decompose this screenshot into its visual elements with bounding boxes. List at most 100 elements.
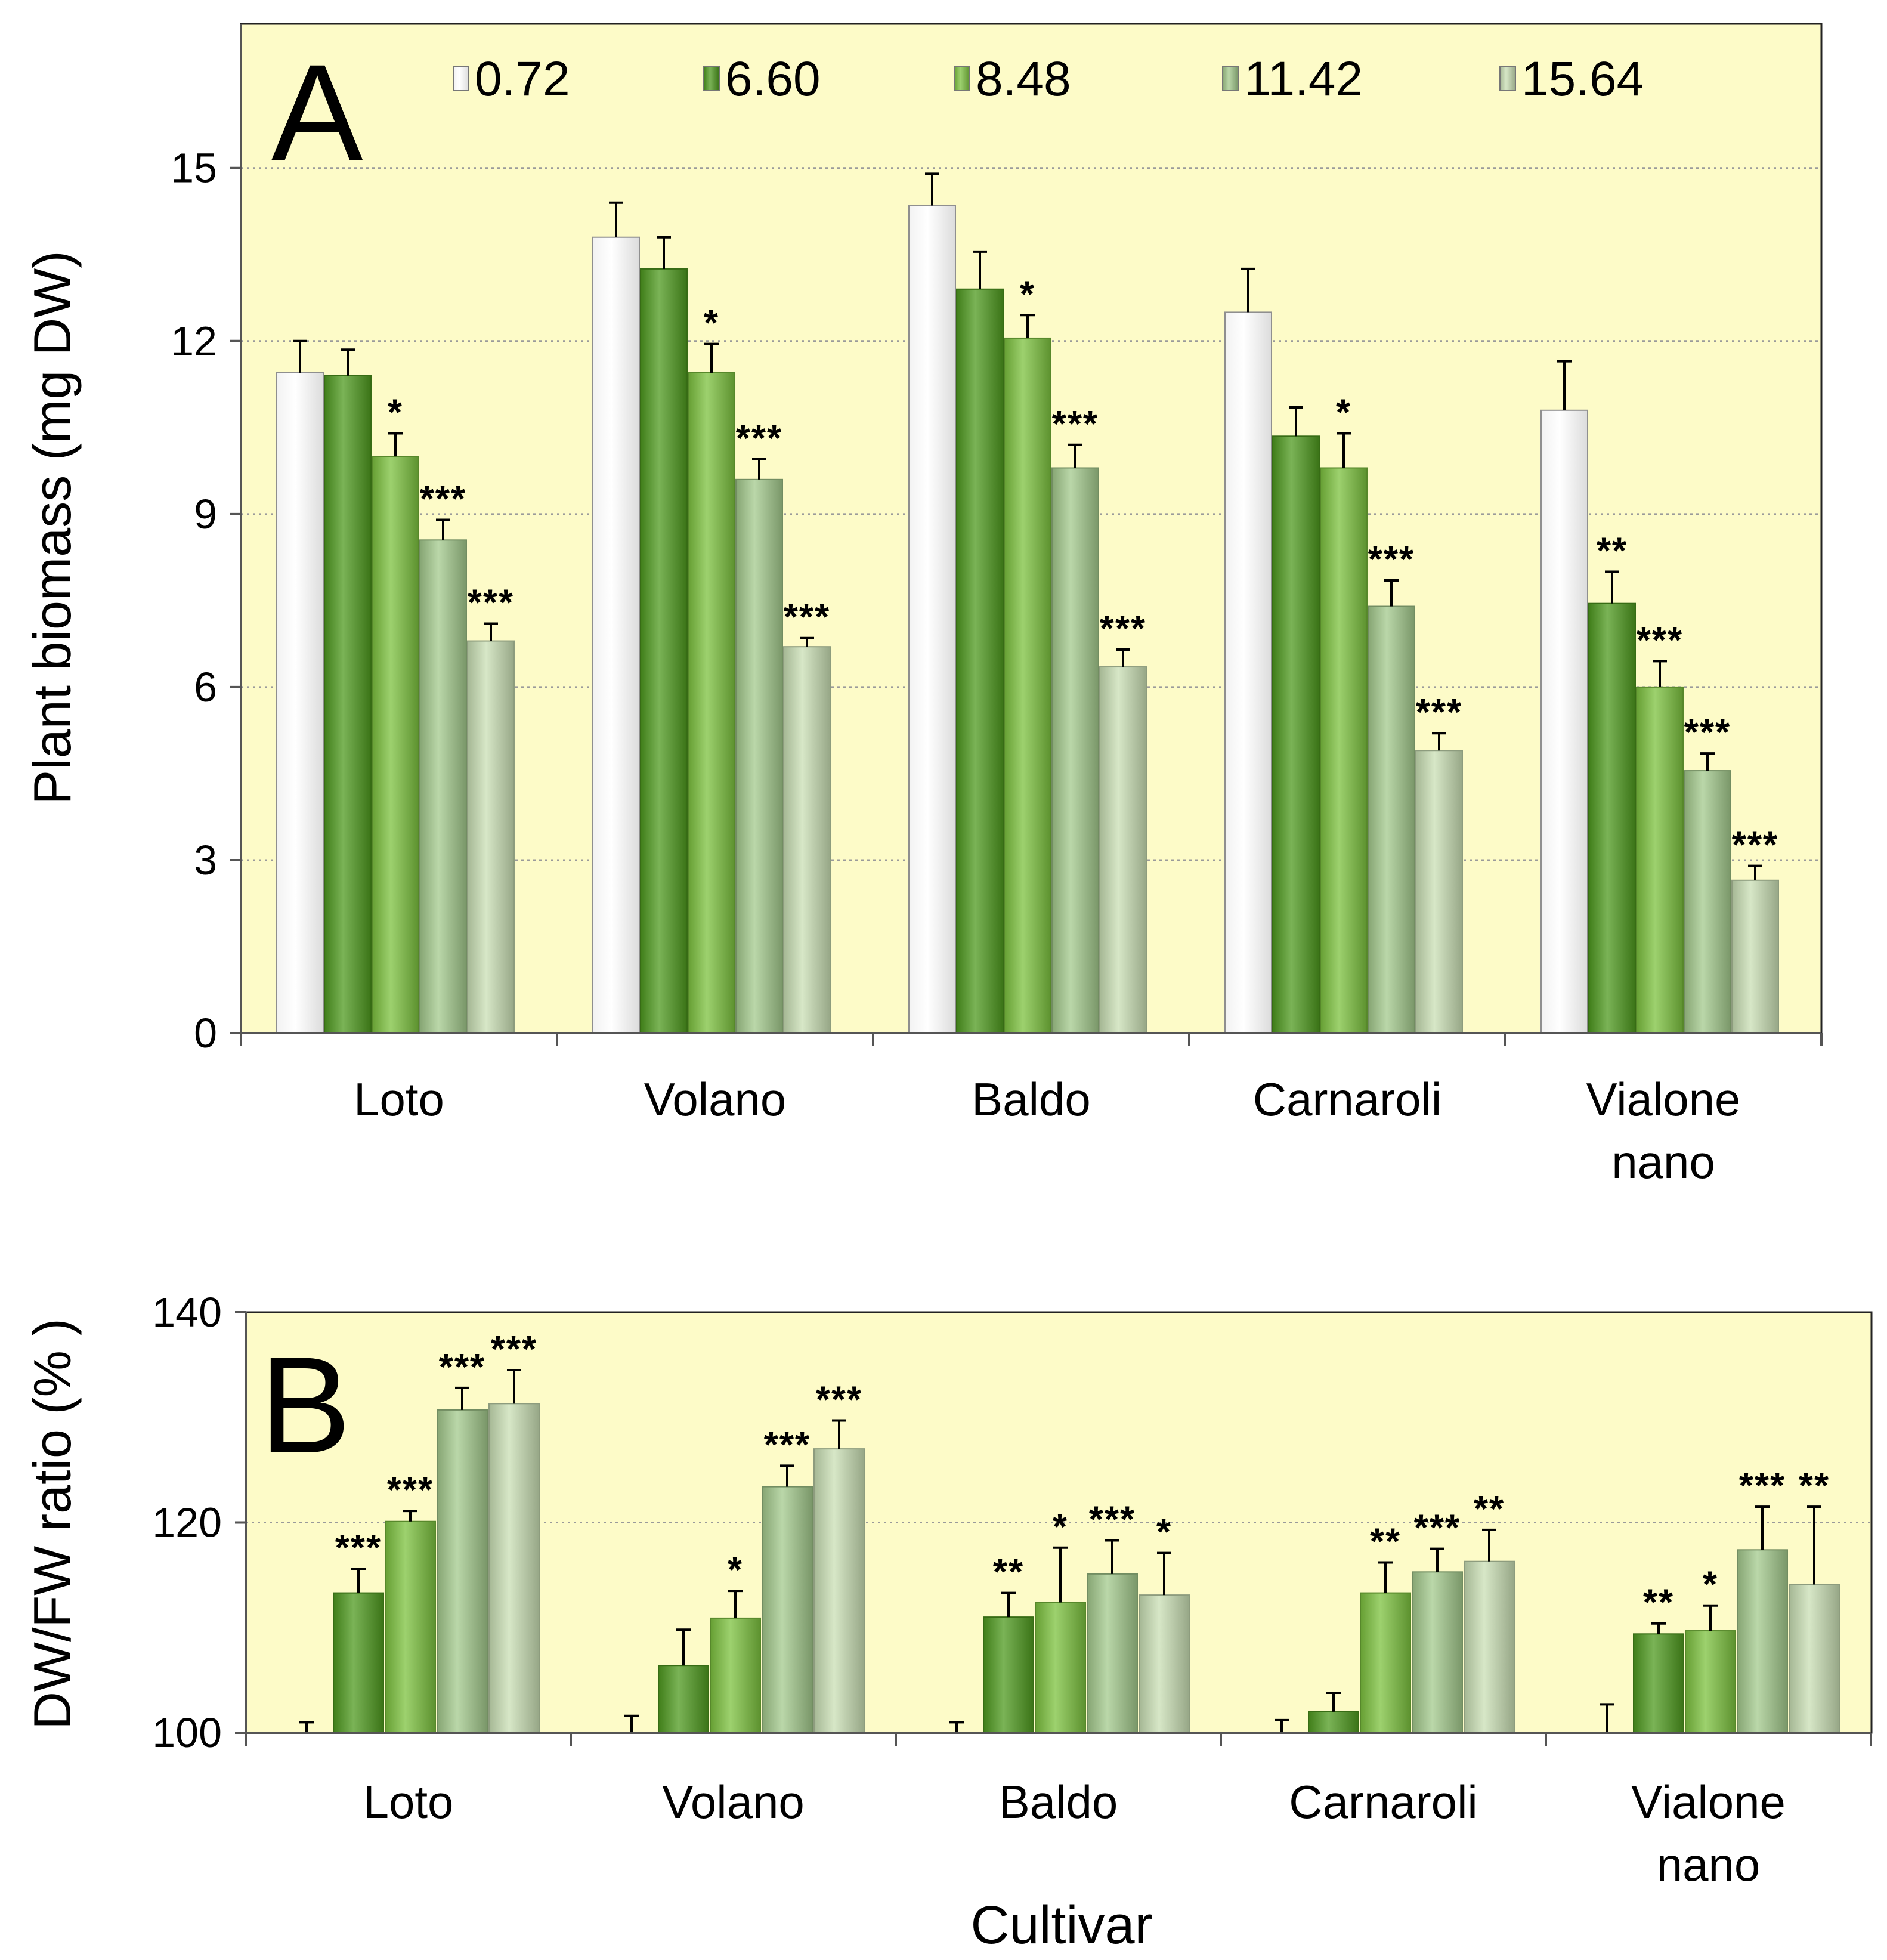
- bar: [1368, 605, 1415, 1034]
- bar: [592, 236, 640, 1034]
- x-tick-label: Carnaroli: [1253, 1073, 1441, 1126]
- bar: [658, 1665, 709, 1733]
- legend-item: 15.64: [1499, 52, 1644, 106]
- significance-label: ***: [387, 1470, 434, 1511]
- bar: [1272, 435, 1320, 1034]
- significance-label: ***: [1414, 1508, 1461, 1549]
- bar: [324, 375, 372, 1034]
- significance-label: ***: [816, 1380, 862, 1421]
- significance-label: **: [1597, 531, 1628, 572]
- error-bar: [973, 250, 987, 289]
- panel-b-error-bars: [299, 1368, 1821, 1733]
- bar: [276, 372, 324, 1034]
- significance-label: *: [704, 303, 719, 344]
- error-bar: [1116, 648, 1130, 667]
- y-tick-label: 3: [194, 837, 217, 883]
- panel-b-bars: [333, 1403, 1840, 1734]
- legend-label: 8.48: [976, 52, 1071, 106]
- significance-label: *: [1053, 1507, 1068, 1548]
- bar: [1684, 770, 1731, 1034]
- error-bar: [676, 1628, 691, 1666]
- error-bar: [1378, 1561, 1393, 1593]
- panel-b-y-tick-labels: 100 120 140: [152, 1289, 222, 1756]
- significance-label: ***: [491, 1329, 537, 1370]
- legend-swatch: [1222, 66, 1239, 91]
- error-bar: [1557, 360, 1572, 410]
- bar: [1139, 1594, 1190, 1734]
- bar: [437, 1409, 488, 1734]
- legend-swatch: [954, 66, 970, 91]
- panel-a-significance-labels: ***************************************: [388, 274, 1778, 866]
- error-bar: [1600, 1703, 1614, 1733]
- significance-label: ***: [1368, 539, 1415, 580]
- bar: [640, 268, 688, 1034]
- significance-label: ***: [1416, 692, 1462, 733]
- bar: [983, 1616, 1034, 1733]
- significance-label: *: [388, 392, 403, 433]
- legend: 0.72 6.60 8.48 11.42 15.64: [453, 52, 1644, 106]
- bar: [1308, 1711, 1359, 1733]
- bar: [1224, 311, 1272, 1034]
- bar: [710, 1617, 761, 1733]
- x-tick-label: Loto: [363, 1776, 454, 1828]
- error-bar: [1105, 1539, 1119, 1574]
- significance-label: **: [993, 1552, 1024, 1593]
- error-bar: [1020, 314, 1035, 338]
- error-bar: [1241, 267, 1255, 313]
- legend-label: 6.60: [725, 52, 821, 106]
- bar: [419, 539, 467, 1034]
- x-tick-label: Volano: [644, 1073, 787, 1126]
- significance-label: ***: [1052, 404, 1099, 445]
- y-tick-label: 15: [171, 145, 217, 191]
- significance-label: *: [1020, 274, 1035, 315]
- significance-label: ***: [1100, 608, 1146, 650]
- y-tick-label: 140: [152, 1289, 222, 1335]
- bar: [956, 288, 1004, 1034]
- panel-b: ********* ************* *** * ** *** **** **** *…: [23, 1289, 1873, 1955]
- legend-swatch: [453, 66, 469, 91]
- error-bar: [752, 457, 766, 480]
- x-tick-label: Volano: [662, 1776, 805, 1828]
- bar: [783, 646, 831, 1034]
- bar: [488, 1403, 540, 1733]
- bar: [1731, 879, 1779, 1034]
- error-bar: [1482, 1528, 1496, 1562]
- significance-label: ***: [420, 478, 466, 520]
- error-bar: [507, 1368, 521, 1404]
- significance-label: ***: [1732, 825, 1778, 866]
- significance-label: ***: [736, 418, 782, 459]
- significance-label: ***: [784, 597, 830, 638]
- error-bar: [780, 1464, 794, 1487]
- error-bar: [1651, 1622, 1666, 1634]
- bar: [372, 456, 419, 1034]
- bar: [1540, 409, 1588, 1034]
- panel-a-axes: [230, 24, 1823, 1046]
- error-bar: [341, 348, 355, 376]
- bar: [1087, 1573, 1138, 1734]
- y-tick-label: 12: [171, 318, 217, 364]
- bar: [467, 640, 515, 1034]
- significance-label: ***: [468, 583, 514, 624]
- error-bar: [436, 518, 450, 540]
- error-bar: [1703, 1604, 1718, 1631]
- panel-a-y-axis-label: Plant biomass (mg DW): [23, 251, 82, 805]
- bar: [1320, 467, 1368, 1034]
- error-bar: [455, 1386, 469, 1410]
- panel-b-x-tick-labels: Loto Volano Baldo Carnaroli Vialone nano: [363, 1776, 1786, 1891]
- bar: [1412, 1571, 1463, 1733]
- bar: [1099, 666, 1147, 1034]
- bar: [1004, 337, 1051, 1034]
- bar: [1789, 1584, 1840, 1734]
- error-bar: [484, 622, 498, 641]
- bar: [762, 1486, 813, 1733]
- legend-item: 6.60: [703, 52, 821, 106]
- bar: [1685, 1630, 1736, 1734]
- x-tick-label: Carnaroli: [1289, 1776, 1477, 1828]
- panel-a-letter: A: [271, 36, 363, 189]
- bar: [813, 1448, 865, 1733]
- y-tick-label: 100: [152, 1709, 222, 1756]
- significance-label: ***: [1684, 712, 1731, 753]
- panel-b-axes: [235, 1311, 1872, 1746]
- bar: [735, 478, 783, 1034]
